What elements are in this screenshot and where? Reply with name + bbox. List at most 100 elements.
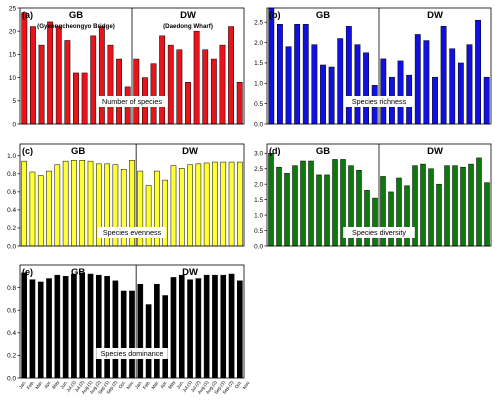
bar xyxy=(457,62,464,125)
panel-letter: (b) xyxy=(269,10,281,20)
metric-label: Species evenness xyxy=(103,228,162,237)
bar xyxy=(159,35,166,125)
group-label-dw: DW xyxy=(180,10,196,21)
plot-frame xyxy=(19,143,245,247)
panel-e: 0.0 0.2 0.4 0.6 0.8 (e) GB DW Species dominance J… xyxy=(7,264,251,395)
x-tick-label: Jul.(1) xyxy=(65,379,77,393)
bar xyxy=(193,30,200,125)
group-subtitle-gb: (Gyeongcheongyo Bridge) xyxy=(37,23,115,30)
x-tick-label: May xyxy=(167,379,176,390)
group-label-gb: GB xyxy=(316,146,330,157)
y-tick-label: 0.0 xyxy=(254,121,263,128)
bar xyxy=(444,165,450,247)
bar xyxy=(294,24,301,125)
group-label-dw: DW xyxy=(427,146,443,157)
y-tick-label: 0.0 xyxy=(7,243,16,250)
y-tick-label: 10 xyxy=(9,75,17,82)
bar xyxy=(483,76,490,125)
bar xyxy=(21,272,27,379)
bar xyxy=(98,26,105,125)
y-tick-label: 0.6 xyxy=(7,308,16,315)
y-tick-label: 15 xyxy=(9,52,17,59)
bar xyxy=(436,183,442,247)
bar xyxy=(300,160,306,247)
bar xyxy=(87,160,94,247)
bar xyxy=(64,40,71,125)
bar xyxy=(460,166,466,247)
bar xyxy=(62,276,69,379)
x-tick-label: Apr. xyxy=(43,380,52,390)
y-tick-label: 3.0 xyxy=(254,151,263,158)
x-tick-label: Oct. xyxy=(234,380,243,390)
y-tick-label: 0.2 xyxy=(7,225,16,232)
bar xyxy=(21,12,28,125)
bar xyxy=(21,160,27,247)
bar xyxy=(178,168,185,247)
bar xyxy=(150,63,157,125)
panel-letter: (e) xyxy=(22,267,33,277)
bar xyxy=(324,174,330,247)
bar xyxy=(414,34,421,125)
bar xyxy=(202,49,209,125)
bar xyxy=(428,168,434,247)
bar xyxy=(71,273,77,379)
bar xyxy=(476,157,482,247)
y-tick-label: 0.0 xyxy=(254,243,263,250)
bar xyxy=(337,38,344,125)
bar xyxy=(195,163,202,247)
bar xyxy=(170,165,177,247)
group-label-dw: DW xyxy=(427,10,443,21)
y-tick-label: 0.6 xyxy=(7,189,16,196)
bar xyxy=(268,7,275,125)
panel-letter: (c) xyxy=(22,146,33,156)
panel-b: 0.0 0.5 1.0 1.5 2.0 2.5 (b) GB DW Species richnes… xyxy=(254,7,492,128)
bar xyxy=(423,40,430,125)
y-tick-label: 0.8 xyxy=(7,285,16,292)
y-tick-label: 0.0 xyxy=(7,375,16,382)
bar xyxy=(228,273,235,379)
bar xyxy=(167,44,174,125)
bar xyxy=(54,164,61,247)
bar xyxy=(228,26,235,125)
group-label-gb: GB xyxy=(69,10,83,21)
bar xyxy=(212,161,218,247)
bar xyxy=(54,274,61,379)
bar xyxy=(154,283,160,379)
y-tick-label: 1.0 xyxy=(7,153,16,160)
x-tick-label: Nov. xyxy=(125,380,134,390)
bar xyxy=(47,21,54,125)
bar xyxy=(38,44,45,125)
metric-label-box xyxy=(98,227,166,238)
y-tick-label: 0 xyxy=(12,121,16,128)
bar xyxy=(73,72,79,125)
x-tick-label: Oct. xyxy=(118,380,127,390)
bar xyxy=(276,166,282,247)
panel-a: 0 5 10 15 20 25 (a) GB DW (Gyeongcheongyo Bridge)… xyxy=(9,5,245,128)
y-tick-label: 2.5 xyxy=(254,20,263,27)
bar xyxy=(37,281,44,379)
bar xyxy=(185,81,191,125)
bar xyxy=(210,58,217,125)
group-subtitle-dw: (Daedong Wharf) xyxy=(163,23,213,30)
bar xyxy=(112,280,119,379)
bar xyxy=(170,277,177,379)
bar xyxy=(440,26,447,125)
bar xyxy=(475,19,482,125)
x-tick-label: Feb. xyxy=(142,380,151,390)
bar xyxy=(29,171,36,247)
bar xyxy=(219,44,226,125)
bar xyxy=(120,290,127,379)
bar xyxy=(116,58,123,125)
bar xyxy=(37,175,44,247)
y-tick-label: 2.0 xyxy=(254,40,263,47)
bar xyxy=(46,170,52,247)
plot-frame xyxy=(19,264,245,379)
bar xyxy=(195,278,202,379)
metric-label-box xyxy=(96,348,168,359)
bar xyxy=(87,273,94,379)
bar xyxy=(79,272,86,379)
bar xyxy=(104,276,110,379)
bar xyxy=(203,162,210,247)
bar xyxy=(107,44,114,125)
